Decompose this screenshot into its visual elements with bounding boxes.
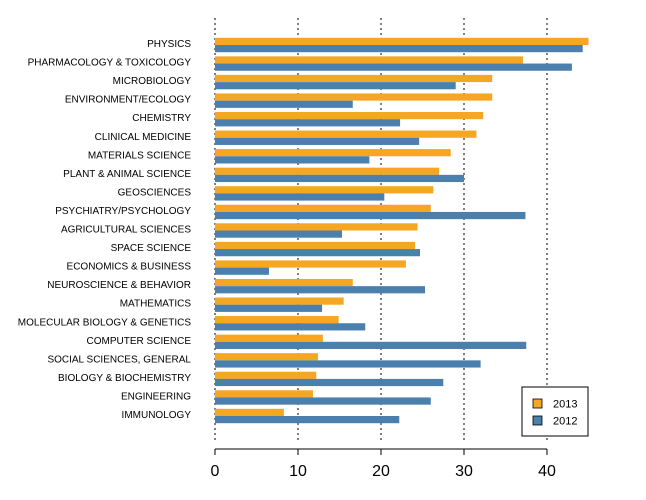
bar-2012-9 [215,211,526,220]
x-tick-label: 30 [455,463,473,480]
bar-2013-20 [215,408,284,416]
category-label: NEUROSCIENCE & BEHAVIOR [47,280,191,291]
bar-2012-7 [215,174,464,183]
bar-2013-11 [215,241,416,250]
bar-2013-6 [215,149,451,157]
legend-swatch-2013 [532,398,543,409]
category-label: GEOSCIENCES [118,187,192,198]
legend-label: 2012 [553,416,577,428]
bar-2013-19 [215,390,313,398]
bar-2013-9 [215,204,431,212]
bar-2012-14 [215,304,323,312]
bar-2013-10 [215,223,418,231]
bar-2012-15 [215,323,366,331]
bar-2012-4 [215,119,401,127]
category-label: AGRICULTURAL SCIENCES [61,225,191,236]
bar-2012-19 [215,397,431,405]
bar-2012-18 [215,378,444,387]
x-tick-label: 10 [289,463,307,480]
bar-2013-12 [215,260,406,268]
category-label: MATHEMATICS [120,299,192,310]
bar-2013-0 [215,37,589,45]
bar-2013-8 [215,186,434,194]
category-label: MICROBIOLOGY [113,76,192,87]
category-label: ENGINEERING [121,391,191,402]
x-axis: 0 10 20 30 40 [211,448,556,480]
bars [215,37,589,424]
bar-2012-5 [215,137,420,145]
category-label: PSYCHIATRY/PSYCHOLOGY [55,206,191,217]
category-label: COMPUTER SCIENCE [87,336,192,347]
bar-2012-8 [215,193,385,201]
bar-2013-2 [215,74,493,83]
bar-2012-6 [215,156,370,164]
x-tick-label: 40 [538,463,556,480]
x-tick-label: 0 [211,463,220,480]
bar-2012-20 [215,416,400,424]
bar-2012-17 [215,360,481,368]
bar-2012-12 [215,267,269,275]
bar-2012-10 [215,230,342,238]
bar-2012-0 [215,45,583,53]
bar-2013-15 [215,316,339,324]
bar-2012-1 [215,63,572,71]
bar-2013-7 [215,167,440,175]
category-label: MATERIALS SCIENCE [88,150,191,161]
category-label: MOLECULAR BIOLOGY & GENETICS [18,317,192,328]
bar-2012-11 [215,249,421,257]
bar-2012-2 [215,82,456,90]
bar-2012-3 [215,100,353,108]
legend-swatch-2012 [532,415,543,426]
category-label: SPACE SCIENCE [111,243,192,254]
category-label: ECONOMICS & BUSINESS [67,262,192,273]
category-label: ENVIRONMENT/ECOLOGY [65,95,191,106]
legend: 2013 2012 [521,386,589,437]
category-label: PHYSICS [147,39,191,50]
bar-2013-16 [215,334,323,342]
bar-2013-17 [215,353,318,361]
bar-2013-4 [215,112,484,120]
bar-2012-13 [215,286,425,294]
legend-label: 2013 [553,399,577,411]
category-label: SOCIAL SCIENCES, GENERAL [47,354,191,365]
category-label: IMMUNOLOGY [122,410,192,421]
bar-2013-14 [215,297,344,305]
category-label: CLINICAL MEDICINE [95,132,192,143]
bar-2013-18 [215,371,317,379]
category-label: BIOLOGY & BIOCHEMISTRY [58,373,191,384]
category-label: PHARMACOLOGY & TOXICOLOGY [28,58,192,69]
category-labels: PHYSICS PHARMACOLOGY & TOXICOLOGY MICROBIO… [18,39,192,421]
bar-2013-3 [215,93,493,101]
bar-2012-16 [215,341,527,349]
x-tick-label: 20 [372,463,390,480]
category-label: CHEMISTRY [132,113,191,124]
category-label: PLANT & ANIMAL SCIENCE [63,169,191,180]
bar-2013-13 [215,278,353,287]
legend-box [521,386,589,437]
bar-2013-1 [215,56,523,64]
bar-2013-5 [215,130,477,138]
